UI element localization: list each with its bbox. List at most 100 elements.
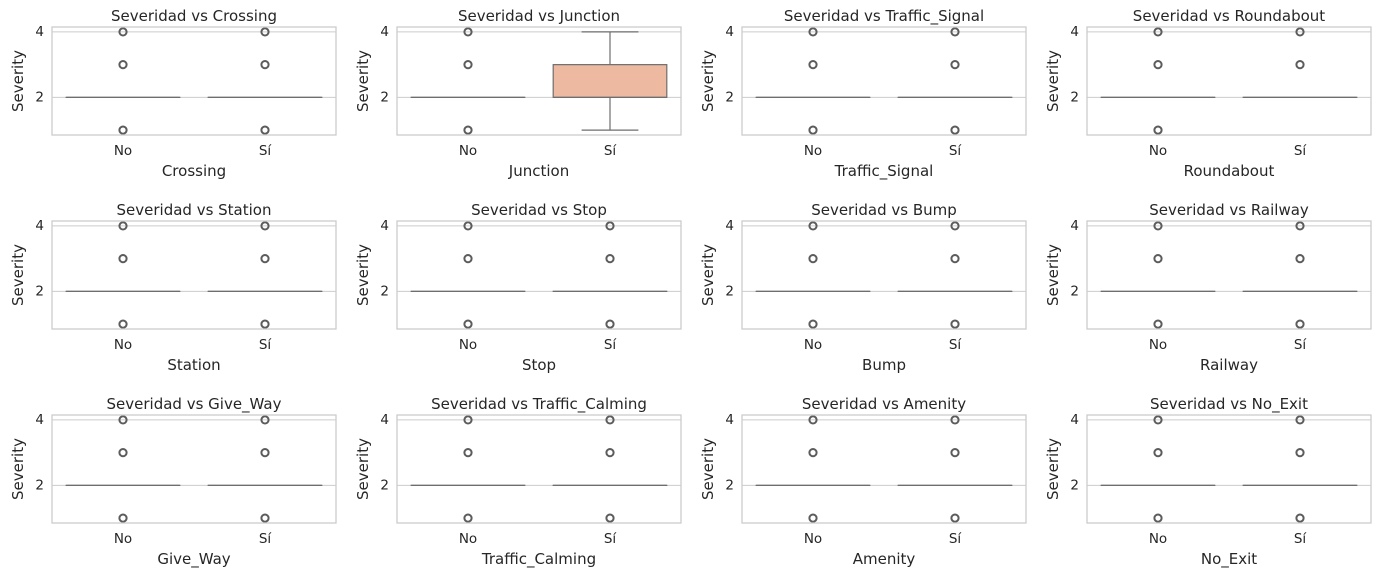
x-axis-label: Give_Way xyxy=(157,550,230,569)
box-sí xyxy=(552,64,668,98)
subplot-9: 2 4 No Sí Give_Way Severity Severidad vs Give_… xyxy=(9,395,337,569)
axes-frame xyxy=(51,220,337,330)
outlier-point xyxy=(808,513,818,523)
outlier-point xyxy=(118,221,128,231)
y-tick-label: 4 xyxy=(35,218,44,234)
outlier-point xyxy=(118,448,128,458)
subplot-1: 2 4 No Sí Crossing Severity Severidad vs Cross… xyxy=(9,7,337,180)
x-tick-label: Sí xyxy=(259,531,273,547)
outlier-point xyxy=(605,319,615,329)
x-tick-label: Sí xyxy=(259,337,273,353)
outlier-point xyxy=(1153,125,1163,135)
axes-frame xyxy=(1086,26,1372,136)
outlier-point xyxy=(808,448,818,458)
axes-frame xyxy=(51,26,337,136)
outlier-point xyxy=(808,319,818,329)
x-tick-label: Sí xyxy=(1294,337,1308,353)
outlier-point xyxy=(260,448,270,458)
subplot-2: 2 4 No Sí Junction Severity Severidad vs Junct… xyxy=(354,7,682,180)
y-tick-label: 4 xyxy=(380,218,389,234)
axes-frame xyxy=(741,220,1027,330)
subplot-4: 2 4 No Sí Roundabout Severity Severidad vs Rou… xyxy=(1044,7,1372,180)
outlier-point xyxy=(118,125,128,135)
y-tick-label: 4 xyxy=(380,412,389,428)
y-axis-label: Severity xyxy=(9,244,27,306)
y-tick-label: 2 xyxy=(35,477,44,493)
y-tick-label: 4 xyxy=(1070,24,1079,40)
outlier-point xyxy=(118,60,128,70)
outlier-point xyxy=(950,319,960,329)
outlier-point xyxy=(808,125,818,135)
y-tick-label: 2 xyxy=(725,283,734,299)
outlier-point xyxy=(1153,60,1163,70)
outlier-point xyxy=(260,221,270,231)
x-tick-label: No xyxy=(459,531,477,547)
subplot-8: 2 4 No Sí Railway Severity Severidad vs Railwa… xyxy=(1044,201,1372,374)
y-tick-label: 4 xyxy=(1070,412,1079,428)
outlier-point xyxy=(1295,60,1305,70)
outlier-point xyxy=(463,448,473,458)
outlier-point xyxy=(950,513,960,523)
outlier-point xyxy=(1153,254,1163,264)
outlier-point xyxy=(1153,513,1163,523)
outlier-point xyxy=(1295,319,1305,329)
outlier-point xyxy=(118,513,128,523)
subplot-title: Severidad vs Amenity xyxy=(802,395,966,413)
outlier-point xyxy=(260,415,270,425)
y-tick-label: 2 xyxy=(380,89,389,105)
y-tick-label: 2 xyxy=(1070,477,1079,493)
y-axis-label: Severity xyxy=(699,50,717,112)
outlier-point xyxy=(1295,254,1305,264)
x-tick-label: No xyxy=(804,337,822,353)
outlier-point xyxy=(463,125,473,135)
y-tick-label: 2 xyxy=(1070,283,1079,299)
x-axis-label: Crossing xyxy=(162,162,226,180)
outlier-point xyxy=(260,254,270,264)
y-axis-label: Severity xyxy=(354,438,372,500)
y-tick-label: 2 xyxy=(725,477,734,493)
y-tick-label: 2 xyxy=(725,89,734,105)
y-axis-label: Severity xyxy=(354,244,372,306)
y-axis-label: Severity xyxy=(354,50,372,112)
outlier-point xyxy=(605,221,615,231)
x-axis-label: Railway xyxy=(1200,356,1258,374)
x-axis-label: Station xyxy=(167,356,220,374)
x-axis-label: Amenity xyxy=(853,550,916,568)
subplot-title: Severidad vs No_Exit xyxy=(1150,395,1308,414)
outlier-point xyxy=(118,254,128,264)
axes-frame xyxy=(1086,220,1372,330)
outlier-point xyxy=(950,27,960,37)
x-axis-label: Roundabout xyxy=(1184,162,1275,180)
x-tick-label: No xyxy=(459,337,477,353)
subplot-5: 2 4 No Sí Station Severity Severidad vs Statio… xyxy=(9,201,337,374)
outlier-point xyxy=(605,415,615,425)
y-tick-label: 4 xyxy=(35,24,44,40)
x-tick-label: Sí xyxy=(604,531,618,547)
y-tick-label: 2 xyxy=(35,283,44,299)
subplot-title: Severidad vs Railway xyxy=(1149,201,1309,219)
y-tick-label: 2 xyxy=(380,283,389,299)
y-axis-label: Severity xyxy=(9,50,27,112)
x-axis-label: No_Exit xyxy=(1201,550,1257,569)
subplot-12: 2 4 No Sí No_Exit Severity Severidad vs No_Exi… xyxy=(1044,395,1372,569)
outlier-point xyxy=(950,60,960,70)
outlier-point xyxy=(118,27,128,37)
outlier-point xyxy=(1153,319,1163,329)
y-axis-label: Severity xyxy=(1044,438,1062,500)
x-tick-label: Sí xyxy=(259,143,273,159)
y-axis-label: Severity xyxy=(9,438,27,500)
outlier-point xyxy=(950,221,960,231)
outlier-point xyxy=(605,254,615,264)
subplot-title: Severidad vs Traffic_Signal xyxy=(784,7,984,26)
axes-frame xyxy=(396,26,682,136)
y-tick-label: 4 xyxy=(725,24,734,40)
subplot-title: Severidad vs Junction xyxy=(458,7,620,25)
outlier-point xyxy=(118,415,128,425)
outlier-point xyxy=(260,513,270,523)
outlier-point xyxy=(463,254,473,264)
outlier-point xyxy=(463,415,473,425)
outlier-point xyxy=(463,221,473,231)
subplot-title: Severidad vs Crossing xyxy=(111,7,277,25)
x-tick-label: No xyxy=(804,531,822,547)
axes-frame xyxy=(741,26,1027,136)
